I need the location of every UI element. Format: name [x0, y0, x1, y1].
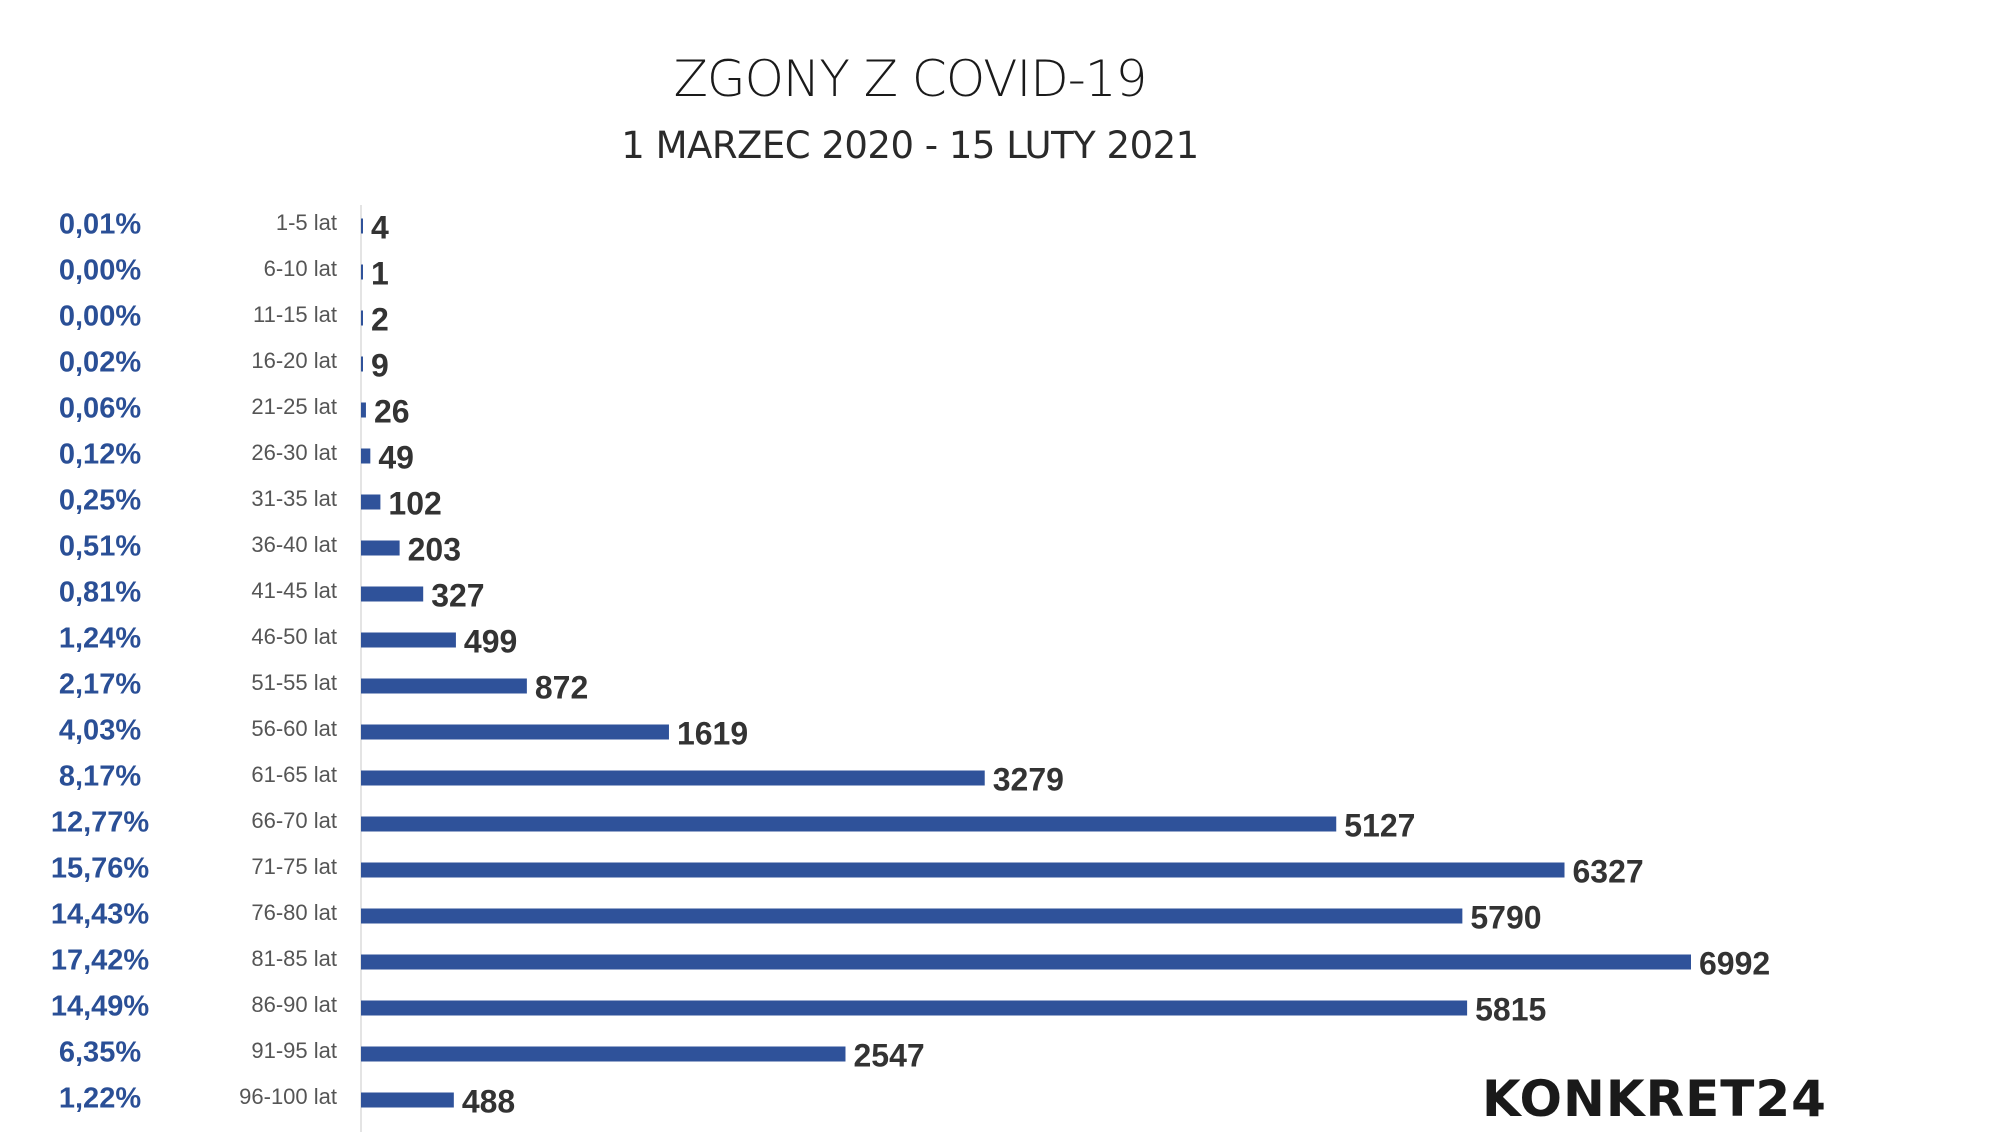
percent-label: 17,42%	[51, 945, 150, 977]
percent-label: 0,51%	[59, 531, 141, 563]
category-label: 56-60 lat	[251, 716, 337, 741]
value-label: 49	[378, 439, 414, 475]
bar	[361, 218, 363, 234]
category-label: 76-80 lat	[251, 900, 337, 925]
category-label: 61-65 lat	[251, 762, 337, 787]
bar	[361, 586, 424, 602]
category-label: 86-90 lat	[251, 992, 337, 1017]
category-label: 71-75 lat	[251, 854, 337, 879]
bar	[361, 540, 400, 556]
category-label: 31-35 lat	[251, 486, 337, 511]
category-label: 16-20 lat	[251, 348, 337, 373]
bar	[361, 310, 363, 326]
category-label: 11-15 lat	[253, 302, 337, 327]
value-label: 4	[371, 209, 389, 245]
category-label: 66-70 lat	[251, 808, 337, 833]
value-label: 6992	[1699, 945, 1770, 981]
bar	[361, 908, 1463, 924]
percent-label: 15,76%	[51, 853, 150, 885]
bar	[361, 954, 1691, 970]
percent-label: 12,77%	[51, 807, 150, 839]
bar	[361, 1046, 846, 1062]
value-label: 5127	[1344, 807, 1415, 843]
percent-label: 14,43%	[51, 899, 150, 931]
category-label: 46-50 lat	[251, 624, 337, 649]
percent-label: 6,35%	[59, 1037, 141, 1069]
chart-subtitle: 1 MARZEC 2020 - 15 LUTY 2021	[621, 124, 1199, 167]
bar	[361, 448, 371, 464]
percent-label: 0,02%	[59, 347, 141, 379]
value-label: 1619	[677, 715, 748, 751]
category-label: 41-45 lat	[251, 578, 337, 603]
value-label: 499	[464, 623, 517, 659]
bar	[361, 264, 363, 280]
value-label: 1	[371, 255, 389, 291]
percent-label: 2,17%	[59, 669, 141, 701]
percent-label: 0,81%	[59, 577, 141, 609]
category-label: 26-30 lat	[251, 440, 337, 465]
value-label: 5815	[1475, 991, 1546, 1027]
category-label: 81-85 lat	[251, 946, 337, 971]
bar	[361, 1000, 1468, 1016]
chart-title: ZGONY Z COVID-19	[673, 50, 1148, 108]
percent-label: 0,25%	[59, 485, 141, 517]
value-label: 203	[408, 531, 461, 567]
value-label: 488	[462, 1083, 515, 1119]
bar	[361, 1092, 454, 1108]
category-label: 1-5 lat	[276, 210, 337, 235]
percent-label: 14,49%	[51, 991, 150, 1023]
value-label: 2547	[853, 1037, 924, 1073]
bar	[361, 816, 1337, 832]
bar	[361, 862, 1565, 878]
bar	[361, 632, 456, 648]
value-label: 6327	[1573, 853, 1644, 889]
value-label: 872	[535, 669, 588, 705]
value-label: 5790	[1470, 899, 1541, 935]
value-label: 26	[374, 393, 410, 429]
value-label: 9	[371, 347, 389, 383]
percent-label: 0,06%	[59, 393, 141, 425]
value-label: 3279	[993, 761, 1064, 797]
percent-label: 1,24%	[59, 623, 141, 655]
bar	[361, 402, 366, 418]
category-label: 51-55 lat	[251, 670, 337, 695]
value-label: 102	[388, 485, 441, 521]
category-label: 91-95 lat	[251, 1038, 337, 1063]
bar	[361, 770, 985, 786]
value-label: 2	[371, 301, 389, 337]
percent-label: 0,00%	[59, 301, 141, 333]
bar	[361, 356, 363, 372]
brand-logo: KONKRET24	[1482, 1070, 1827, 1128]
bar	[361, 494, 381, 510]
category-label: 21-25 lat	[251, 394, 337, 419]
percent-label: 8,17%	[59, 761, 141, 793]
bar	[361, 678, 527, 694]
category-label: 96-100 lat	[239, 1084, 337, 1109]
category-label: 6-10 lat	[264, 256, 337, 281]
percent-label: 0,01%	[59, 209, 141, 241]
percent-label: 0,12%	[59, 439, 141, 471]
percent-label: 4,03%	[59, 715, 141, 747]
bar	[361, 724, 669, 740]
value-label: 327	[431, 577, 484, 613]
percent-label: 0,00%	[59, 255, 141, 287]
percent-label: 1,22%	[59, 1083, 141, 1115]
category-label: 36-40 lat	[251, 532, 337, 557]
